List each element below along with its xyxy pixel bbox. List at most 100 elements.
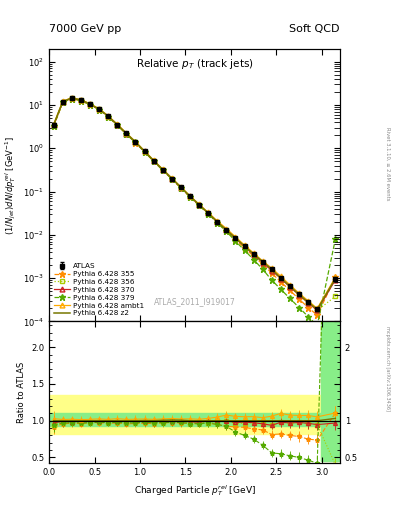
- Pythia 6.428 356: [70, 95, 74, 101]
- Pythia 6.428 356: [106, 114, 110, 120]
- Pythia 6.428 370: [70, 95, 74, 101]
- Pythia 6.428 370: [115, 122, 119, 128]
- Pythia 6.428 ambt1: [233, 234, 238, 240]
- Pythia 6.428 379: [106, 114, 110, 120]
- Pythia 6.428 z2: [306, 299, 310, 305]
- Pythia 6.428 379: [124, 131, 129, 137]
- Pythia 6.428 z2: [61, 98, 65, 104]
- Pythia 6.428 379: [251, 257, 256, 263]
- Pythia 6.428 370: [197, 202, 202, 208]
- Pythia 6.428 355: [187, 194, 192, 200]
- Pythia 6.428 355: [306, 305, 310, 311]
- Pythia 6.428 356: [169, 176, 174, 182]
- Pythia 6.428 355: [151, 158, 156, 164]
- Pythia 6.428 z2: [333, 275, 338, 282]
- Pythia 6.428 370: [206, 210, 211, 216]
- Pythia 6.428 ambt1: [88, 101, 92, 107]
- Pythia 6.428 356: [124, 131, 129, 137]
- Pythia 6.428 356: [187, 194, 192, 200]
- Pythia 6.428 z2: [233, 235, 238, 241]
- Pythia 6.428 370: [178, 184, 183, 190]
- Bar: [49, 395, 340, 434]
- Pythia 6.428 355: [279, 279, 283, 285]
- Line: Pythia 6.428 ambt1: Pythia 6.428 ambt1: [51, 95, 338, 311]
- Line: Pythia 6.428 370: Pythia 6.428 370: [51, 96, 338, 313]
- Pythia 6.428 379: [70, 95, 74, 101]
- Pythia 6.428 ambt1: [288, 282, 292, 288]
- Pythia 6.428 z2: [97, 106, 101, 112]
- Pythia 6.428 379: [187, 194, 192, 200]
- Y-axis label: $(1/N_{jet})dN/dp_T^{rel}$ [GeV$^{-1}$]: $(1/N_{jet})dN/dp_T^{rel}$ [GeV$^{-1}$]: [3, 136, 18, 234]
- Pythia 6.428 356: [142, 148, 147, 155]
- Pythia 6.428 z2: [279, 275, 283, 281]
- Pythia 6.428 370: [288, 284, 292, 290]
- Text: mcplots.cern.ch [arXiv:1306.3436]: mcplots.cern.ch [arXiv:1306.3436]: [385, 326, 390, 411]
- Pythia 6.428 379: [306, 313, 310, 319]
- Pythia 6.428 356: [224, 227, 229, 233]
- Bar: [321, 322, 340, 461]
- Pythia 6.428 355: [333, 274, 338, 281]
- Pythia 6.428 379: [115, 122, 119, 128]
- Pythia 6.428 370: [215, 219, 220, 225]
- Pythia 6.428 379: [178, 185, 183, 191]
- Pythia 6.428 370: [224, 227, 229, 233]
- Pythia 6.428 379: [88, 101, 92, 108]
- Pythia 6.428 356: [288, 284, 292, 290]
- Pythia 6.428 ambt1: [315, 305, 320, 311]
- Pythia 6.428 z2: [288, 283, 292, 289]
- Pythia 6.428 379: [51, 123, 56, 129]
- Text: 7000 GeV pp: 7000 GeV pp: [49, 24, 121, 34]
- Pythia 6.428 z2: [160, 166, 165, 173]
- Pythia 6.428 379: [61, 99, 65, 105]
- Pythia 6.428 370: [187, 194, 192, 200]
- Pythia 6.428 356: [133, 139, 138, 145]
- Pythia 6.428 356: [97, 106, 101, 113]
- Pythia 6.428 355: [206, 210, 211, 217]
- Pythia 6.428 355: [97, 106, 101, 113]
- Pythia 6.428 370: [233, 236, 238, 242]
- Pythia 6.428 ambt1: [115, 121, 119, 127]
- Pythia 6.428 355: [270, 270, 274, 276]
- Pythia 6.428 ambt1: [51, 121, 56, 127]
- Pythia 6.428 355: [315, 312, 320, 318]
- Pythia 6.428 356: [206, 210, 211, 217]
- Pythia 6.428 370: [297, 292, 301, 298]
- Pythia 6.428 379: [288, 295, 292, 302]
- Pythia 6.428 379: [279, 286, 283, 292]
- Pythia 6.428 z2: [70, 95, 74, 101]
- Pythia 6.428 355: [288, 287, 292, 293]
- Pythia 6.428 356: [233, 236, 238, 242]
- Pythia 6.428 ambt1: [224, 225, 229, 231]
- Text: Relative $p_T$ (track jets): Relative $p_T$ (track jets): [136, 57, 253, 71]
- Pythia 6.428 355: [260, 261, 265, 267]
- Pythia 6.428 379: [169, 176, 174, 182]
- Pythia 6.428 z2: [197, 202, 202, 208]
- Pythia 6.428 ambt1: [242, 242, 247, 248]
- Pythia 6.428 370: [270, 267, 274, 273]
- Pythia 6.428 355: [88, 101, 92, 108]
- Pythia 6.428 z2: [315, 306, 320, 312]
- Pythia 6.428 370: [97, 106, 101, 112]
- Pythia 6.428 ambt1: [187, 193, 192, 199]
- X-axis label: Charged Particle $p_T^{rel}$ [GeV]: Charged Particle $p_T^{rel}$ [GeV]: [134, 483, 255, 498]
- Pythia 6.428 355: [233, 237, 238, 243]
- Pythia 6.428 379: [242, 247, 247, 253]
- Pythia 6.428 356: [306, 300, 310, 306]
- Pythia 6.428 355: [160, 167, 165, 174]
- Pythia 6.428 355: [297, 296, 301, 302]
- Legend: ATLAS, Pythia 6.428 355, Pythia 6.428 356, Pythia 6.428 370, Pythia 6.428 379, P: ATLAS, Pythia 6.428 355, Pythia 6.428 35…: [53, 262, 145, 318]
- Pythia 6.428 356: [242, 244, 247, 250]
- Pythia 6.428 356: [79, 97, 83, 103]
- Pythia 6.428 ambt1: [106, 113, 110, 119]
- Pythia 6.428 ambt1: [133, 138, 138, 144]
- Pythia 6.428 379: [315, 323, 320, 329]
- Pythia 6.428 355: [169, 176, 174, 182]
- Pythia 6.428 355: [251, 253, 256, 260]
- Pythia 6.428 356: [315, 307, 320, 313]
- Pythia 6.428 355: [215, 220, 220, 226]
- Pythia 6.428 356: [88, 101, 92, 108]
- Pythia 6.428 z2: [151, 158, 156, 164]
- Line: Pythia 6.428 z2: Pythia 6.428 z2: [54, 98, 335, 309]
- Pythia 6.428 z2: [142, 148, 147, 154]
- Pythia 6.428 356: [197, 202, 202, 208]
